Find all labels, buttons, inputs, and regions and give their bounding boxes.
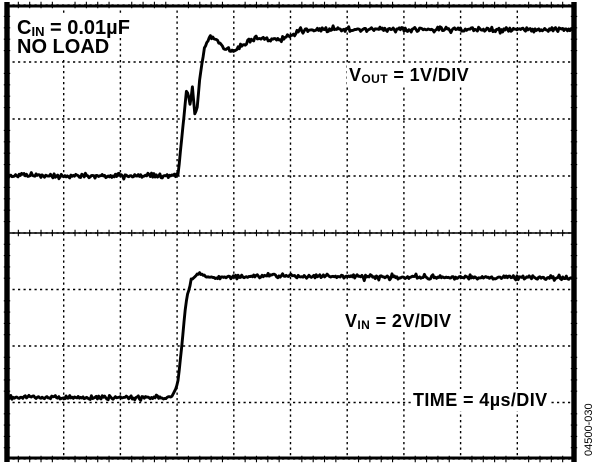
svg-text:04500-030: 04500-030 — [583, 403, 595, 456]
svg-text:TIME = 4µs/DIV: TIME = 4µs/DIV — [413, 390, 548, 410]
svg-text:NO LOAD: NO LOAD — [17, 36, 109, 58]
